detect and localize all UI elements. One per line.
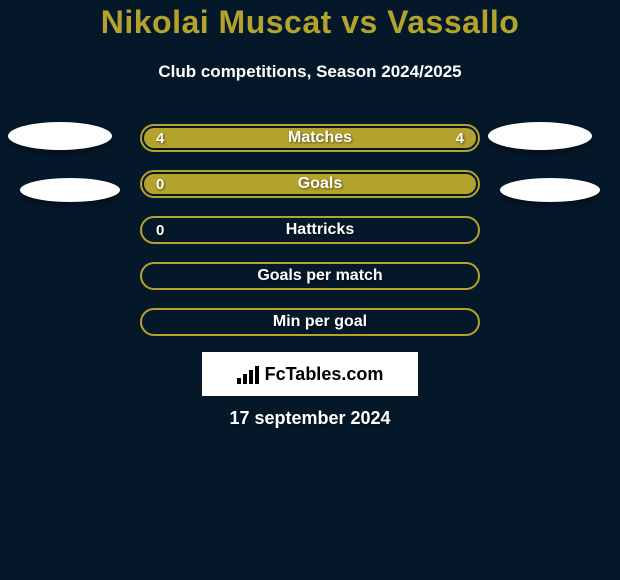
- comparison-infographic: Nikolai Muscat vs Vassallo Club competit…: [0, 0, 620, 580]
- stat-bar-right-value: 4: [456, 126, 464, 150]
- stat-bar-left-value: 0: [156, 218, 164, 242]
- decorative-ellipse: [20, 178, 120, 202]
- stat-bar: Goals0: [140, 170, 480, 198]
- stat-bar: Hattricks0: [140, 216, 480, 244]
- stat-bar: Min per goal: [140, 308, 480, 336]
- stat-bar-label: Goals per match: [142, 264, 488, 288]
- stat-bar-left-value: 4: [156, 126, 164, 150]
- stat-bar-label: Matches: [142, 126, 488, 150]
- stat-bar: Goals per match: [140, 262, 480, 290]
- decorative-ellipse: [8, 122, 112, 150]
- logo-text: FcTables.com: [265, 364, 384, 385]
- bar-chart-icon: [237, 364, 259, 384]
- stat-bar-label: Goals: [142, 172, 488, 196]
- stat-bar-label: Hattricks: [142, 218, 488, 242]
- stat-bar: Matches44: [140, 124, 480, 152]
- logo-box: FcTables.com: [202, 352, 418, 396]
- date-label: 17 september 2024: [0, 408, 620, 429]
- stat-bar-label: Min per goal: [142, 310, 488, 334]
- decorative-ellipse: [500, 178, 600, 202]
- page-title: Nikolai Muscat vs Vassallo: [0, 4, 620, 41]
- decorative-ellipse: [488, 122, 592, 150]
- page-subtitle: Club competitions, Season 2024/2025: [0, 62, 620, 82]
- stat-bar-left-value: 0: [156, 172, 164, 196]
